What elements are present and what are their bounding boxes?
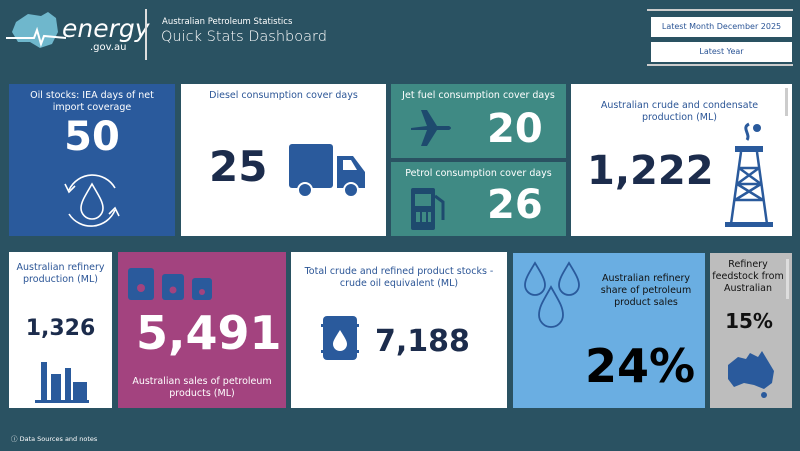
oil-stocks-tile: Oil stocks: IEA days of net import cover… bbox=[9, 84, 175, 236]
fuel-pump-icon bbox=[411, 188, 445, 230]
dashboard-title: Quick Stats Dashboard bbox=[161, 29, 327, 45]
refinery-share-value: 24% bbox=[585, 339, 696, 393]
feedstock-label: Refinery feedstock from Australian bbox=[712, 259, 784, 294]
crude-production-tile: Australian crude and condensate producti… bbox=[571, 84, 792, 236]
filter-border-bottom bbox=[647, 64, 793, 66]
logo-subtext: .gov.au bbox=[90, 42, 127, 53]
petrol-value: 26 bbox=[487, 182, 543, 228]
sales-tile: 5,491 Australian sales of petroleum prod… bbox=[118, 252, 286, 408]
airplane-icon bbox=[411, 110, 451, 146]
refinery-icon bbox=[35, 362, 89, 403]
refinery-production-value: 1,326 bbox=[25, 316, 96, 341]
year-filter-button[interactable]: Latest Year bbox=[651, 42, 792, 62]
feedstock-value: 15% bbox=[725, 309, 773, 333]
logo: energy .gov.au bbox=[6, 8, 150, 58]
petrol-tile: Petrol consumption cover days 26 bbox=[391, 162, 566, 236]
feedstock-tile: Refinery feedstock from Australian 15% bbox=[710, 253, 792, 408]
total-stocks-label: Total crude and refined product stocks -… bbox=[304, 266, 494, 289]
tile-scrollbar[interactable] bbox=[785, 88, 788, 116]
diesel-value: 25 bbox=[209, 142, 268, 191]
sales-label: Australian sales of petroleum products (… bbox=[132, 376, 272, 399]
data-sources-label: Data Sources and notes bbox=[19, 435, 98, 443]
tile-scrollbar[interactable] bbox=[786, 259, 789, 299]
australia-pulse-logo-icon bbox=[6, 12, 67, 48]
header-divider bbox=[145, 9, 147, 60]
jet-fuel-value: 20 bbox=[487, 106, 543, 152]
dashboard-subtitle: Australian Petroleum Statistics bbox=[162, 17, 293, 27]
oil-derrick-icon bbox=[725, 122, 773, 227]
australia-map-icon bbox=[728, 351, 774, 398]
crude-production-label: Australian crude and condensate producti… bbox=[600, 100, 759, 123]
truck-icon bbox=[289, 144, 365, 198]
month-filter-button[interactable]: Latest Month December 2025 bbox=[651, 17, 792, 37]
diesel-tile: Diesel consumption cover days 25 bbox=[181, 84, 386, 236]
data-sources-link[interactable]: ⓘ Data Sources and notes bbox=[11, 433, 97, 443]
droplet-cycle-icon bbox=[64, 174, 120, 227]
jet-fuel-tile: Jet fuel consumption cover days 20 bbox=[391, 84, 566, 158]
oil-stocks-value: 50 bbox=[64, 114, 120, 160]
info-icon: ⓘ bbox=[11, 435, 20, 443]
fuel-cans-icon bbox=[128, 268, 212, 300]
petrol-label: Petrol consumption cover days bbox=[405, 168, 552, 179]
oil-stocks-label: Oil stocks: IEA days of net import cover… bbox=[30, 90, 154, 113]
filter-border-top bbox=[647, 9, 793, 11]
total-stocks-value: 7,188 bbox=[375, 324, 470, 359]
refinery-share-label: Australian refinery share of petroleum p… bbox=[600, 273, 692, 308]
droplets-icon bbox=[524, 261, 580, 328]
logo-text: energy bbox=[62, 14, 150, 43]
diesel-label: Diesel consumption cover days bbox=[209, 90, 358, 101]
crude-production-value: 1,222 bbox=[587, 148, 714, 194]
jet-fuel-label: Jet fuel consumption cover days bbox=[402, 90, 555, 101]
refinery-production-label: Australian refinery production (ML) bbox=[16, 262, 105, 285]
refinery-production-tile: Australian refinery production (ML) 1,32… bbox=[9, 252, 112, 408]
sales-value: 5,491 bbox=[136, 306, 282, 360]
oil-barrel-icon bbox=[321, 316, 359, 360]
total-stocks-tile: Total crude and refined product stocks -… bbox=[291, 252, 507, 408]
refinery-share-tile: Australian refinery share of petroleum p… bbox=[513, 253, 705, 408]
